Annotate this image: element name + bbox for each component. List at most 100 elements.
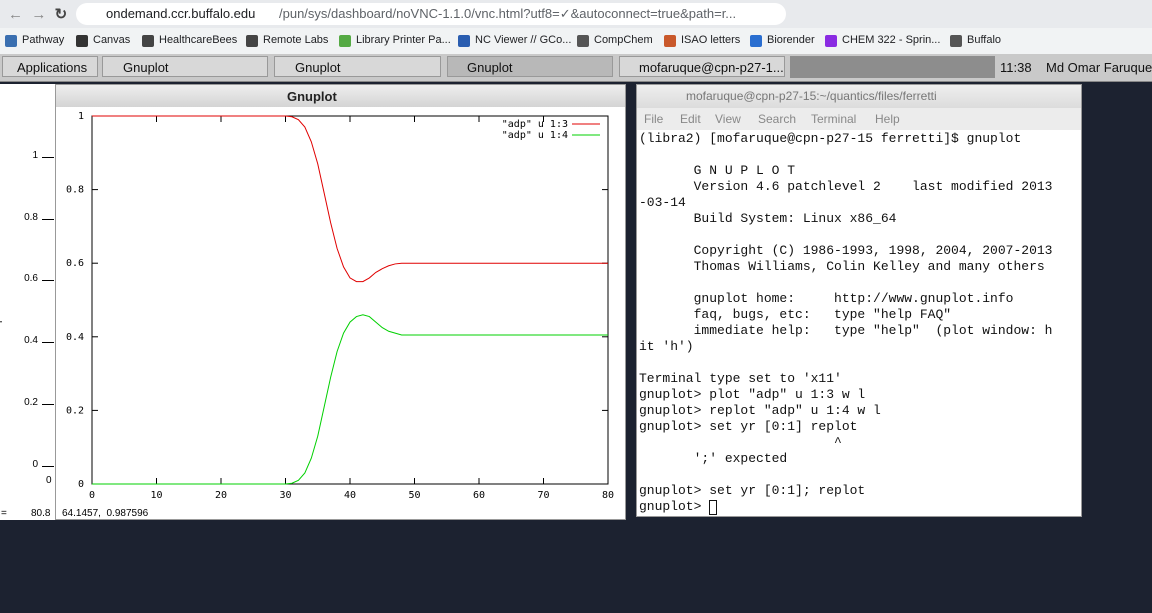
y-axis-label: Population bbox=[0, 287, 4, 336]
bookmark-icon bbox=[950, 35, 962, 47]
menu-item[interactable]: Search bbox=[758, 112, 797, 126]
tick-mark bbox=[42, 280, 54, 281]
x-tick-label: 0 bbox=[89, 490, 95, 501]
url-host[interactable]: ondemand.ccr.buffalo.edu bbox=[106, 6, 256, 21]
cursor bbox=[709, 500, 718, 515]
tick-mark bbox=[42, 219, 54, 220]
bookmark-icon bbox=[664, 35, 676, 47]
y-tick-label: 0.2 bbox=[24, 397, 38, 408]
x-tick-label: 50 bbox=[408, 490, 420, 501]
terminal-line: Build System: Linux x86_64 bbox=[639, 211, 897, 226]
terminal-line: gnuplot> set yr [0:1] replot bbox=[639, 419, 858, 434]
terminal-line: G N U P L O T bbox=[639, 163, 796, 178]
terminal-line: ^ bbox=[639, 435, 842, 450]
taskbar-label[interactable]: mofaruque@cpn-p27-1... bbox=[639, 60, 784, 75]
background-window bbox=[0, 84, 55, 520]
terminal-line: gnuplot home: http://www.gnuplot.info bbox=[639, 291, 1014, 306]
y-tick-label: 0.8 bbox=[66, 185, 84, 196]
legend-label: "adp" u 1:4 bbox=[502, 130, 568, 141]
bookmark-icon bbox=[246, 35, 258, 47]
menu-item[interactable]: Terminal bbox=[811, 112, 857, 126]
terminal-line: immediate help: type "help" (plot window… bbox=[639, 323, 1053, 338]
nav-buttons[interactable]: ← → ↻ bbox=[8, 6, 68, 23]
taskbar-button[interactable] bbox=[2, 56, 98, 77]
window-title: Gnuplot bbox=[287, 89, 337, 104]
bookmark[interactable]: ISAO letters bbox=[681, 34, 741, 46]
bookmark[interactable]: Library Printer Pa... bbox=[356, 34, 451, 46]
y-tick-label: 0.8 bbox=[24, 212, 38, 223]
bookmark-icon bbox=[339, 35, 351, 47]
terminal-line: Copyright (C) 1986-1993, 1998, 2004, 200… bbox=[639, 243, 1053, 258]
bookmark[interactable]: Biorender bbox=[767, 34, 815, 46]
x-tick-label: 30 bbox=[279, 490, 291, 501]
bookmark[interactable]: Canvas bbox=[93, 34, 131, 46]
taskbar-button[interactable] bbox=[274, 56, 441, 77]
terminal-line: ';' expected bbox=[639, 451, 788, 466]
y-tick-label: 0.2 bbox=[66, 405, 84, 416]
bookmark[interactable]: CHEM 322 - Sprin... bbox=[842, 34, 941, 46]
taskbar-label[interactable]: Gnuplot bbox=[123, 60, 169, 75]
terminal-line: gnuplot> plot "adp" u 1:3 w l bbox=[639, 387, 866, 402]
terminal-line: Terminal type set to 'x11' bbox=[639, 371, 842, 386]
bookmark[interactable]: HealthcareBees bbox=[159, 34, 238, 46]
y-tick-label: 1 bbox=[32, 150, 38, 161]
gnuplot-titlebar bbox=[56, 85, 625, 107]
bookmark[interactable]: NC Viewer // GCo... bbox=[475, 34, 572, 46]
status-text: 80.8 bbox=[31, 508, 51, 519]
menu-item[interactable]: Help bbox=[875, 112, 900, 126]
terminal-menubar bbox=[637, 108, 1081, 130]
terminal-line: gnuplot> replot "adp" u 1:4 w l bbox=[639, 403, 881, 418]
taskbar-label[interactable]: Gnuplot bbox=[467, 60, 513, 75]
y-tick-label: 0.4 bbox=[66, 332, 84, 343]
address-bar[interactable] bbox=[76, 3, 786, 25]
window-title: mofaruque@cpn-p27-15:~/quantics/files/fe… bbox=[686, 89, 937, 103]
tick-mark bbox=[42, 157, 54, 158]
bookmark-icon bbox=[750, 35, 762, 47]
terminal-line: -03-14 bbox=[639, 195, 686, 210]
y-tick-label: 0.6 bbox=[24, 273, 38, 284]
user-name[interactable]: Md Omar Faruque bbox=[1046, 60, 1152, 75]
data-line bbox=[92, 314, 608, 485]
taskbar-button[interactable] bbox=[447, 56, 613, 77]
terminal-titlebar bbox=[637, 85, 1081, 108]
bookmark-icon bbox=[142, 35, 154, 47]
gnuplot-window bbox=[55, 84, 626, 520]
workspace-switcher[interactable] bbox=[790, 56, 995, 78]
menu-item[interactable]: File bbox=[644, 112, 664, 126]
bookmark-icon bbox=[458, 35, 470, 47]
url-path[interactable]: /pun/sys/dashboard/noVNC-1.1.0/vnc.html?… bbox=[279, 6, 737, 21]
menu-item[interactable]: View bbox=[715, 112, 741, 126]
y-tick-label: 1 bbox=[78, 111, 84, 122]
y-tick-label: 0 bbox=[78, 479, 84, 490]
y-tick-label: 0 bbox=[32, 459, 38, 470]
terminal-line: it 'h') bbox=[639, 339, 694, 354]
bookmark[interactable]: Remote Labs bbox=[263, 34, 329, 46]
menu-item[interactable]: Edit bbox=[680, 112, 701, 126]
terminal-line: Thomas Williams, Colin Kelley and many o… bbox=[639, 259, 1045, 274]
terminal-line: Version 4.6 patchlevel 2 last modified 2… bbox=[639, 179, 1053, 194]
x-tick-label: 10 bbox=[150, 490, 162, 501]
bookmark[interactable]: CompChem bbox=[594, 34, 653, 46]
tick-mark bbox=[42, 342, 54, 343]
taskbar-button[interactable] bbox=[619, 56, 785, 77]
x-tick-label: 0 bbox=[46, 475, 52, 486]
terminal-line: gnuplot> bbox=[639, 499, 710, 514]
x-tick-label: 60 bbox=[473, 490, 485, 501]
y-tick-label: 0.6 bbox=[66, 258, 84, 269]
x-tick-label: 40 bbox=[344, 490, 356, 501]
taskbar-label[interactable]: Gnuplot bbox=[295, 60, 341, 75]
bookmark-icon bbox=[76, 35, 88, 47]
taskbar-label[interactable]: Applications bbox=[17, 60, 88, 75]
x-tick-label: 20 bbox=[215, 490, 227, 501]
terminal-line: (libra2) [mofaruque@cpn-p27-15 ferretti]… bbox=[639, 131, 1022, 146]
data-line bbox=[92, 115, 608, 283]
taskbar-button[interactable] bbox=[102, 56, 268, 77]
bookmark-icon bbox=[825, 35, 837, 47]
y-tick-label: 0.4 bbox=[24, 335, 38, 346]
bookmark[interactable]: Buffalo bbox=[967, 34, 1002, 46]
status-text: = bbox=[1, 508, 7, 519]
bookmark[interactable]: Pathway bbox=[22, 34, 65, 46]
tick-mark bbox=[42, 466, 54, 467]
